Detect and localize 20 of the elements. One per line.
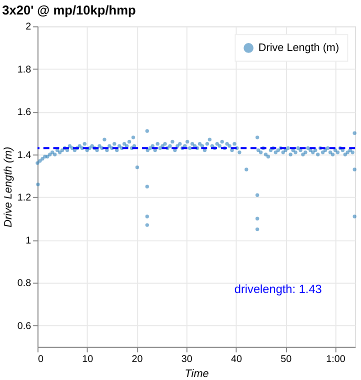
y-tick-label: 1.4 bbox=[17, 150, 32, 161]
annotation: drivelength: 1.43 bbox=[234, 282, 322, 296]
legend-label: Drive Length (m) bbox=[258, 42, 340, 54]
x-axis-title: Time bbox=[184, 368, 209, 380]
y-tick-label: 1.8 bbox=[17, 64, 32, 76]
chart-title: 3x20' @ mp/10kp/hmp bbox=[2, 2, 136, 18]
x-tick-label: 10 bbox=[82, 354, 94, 366]
y-tick-label: 1.2 bbox=[17, 192, 32, 204]
x-tick-label: 0 bbox=[38, 354, 44, 366]
y-axis-title: Drive Length (m) bbox=[2, 146, 14, 228]
x-tick-label: 50 bbox=[280, 354, 292, 366]
x-tick-label: 40 bbox=[230, 354, 242, 366]
y-tick-label: 0.8 bbox=[17, 278, 32, 290]
y-tick-label: 0.6 bbox=[17, 320, 32, 332]
x-tick-label: 30 bbox=[181, 354, 193, 366]
x-tick-label: 1:00 bbox=[326, 354, 346, 366]
x-tick-label: 20 bbox=[132, 354, 144, 366]
y-tick-label: 1 bbox=[26, 235, 32, 246]
y-tick-label: 1.6 bbox=[17, 107, 32, 118]
y-tick-label: 2 bbox=[26, 22, 32, 33]
